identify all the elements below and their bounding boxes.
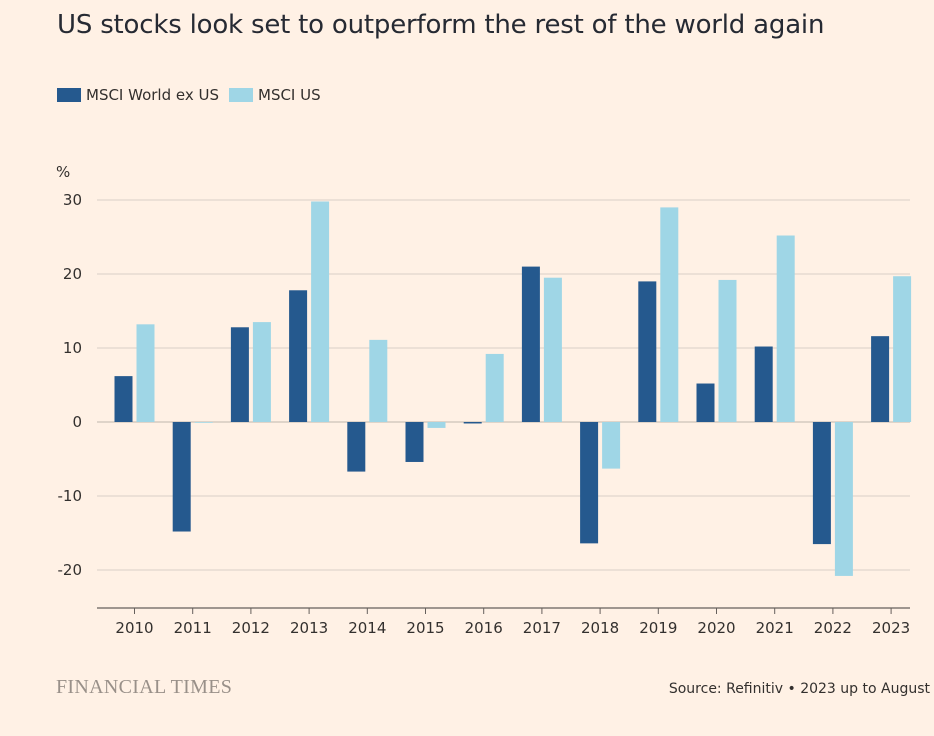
- y-tick-label: 10: [63, 339, 82, 357]
- y-tick-label: 30: [63, 191, 82, 209]
- x-tick-label: 2017: [523, 619, 561, 637]
- chart-title: US stocks look set to outperform the res…: [57, 10, 825, 40]
- x-tick-label: 2015: [406, 619, 444, 637]
- ft-logo: FINANCIAL TIMES: [56, 676, 233, 698]
- x-tick-label: 2022: [814, 619, 852, 637]
- bar-world-2016: [463, 422, 482, 424]
- bar-us-2011: [194, 422, 213, 423]
- bar-world-2023: [871, 336, 890, 422]
- bar-world-2015: [405, 422, 424, 462]
- bar-us-2015: [427, 422, 446, 428]
- bar-us-2013: [311, 201, 330, 422]
- bar-world-2013: [289, 290, 308, 422]
- x-tick-label: 2016: [465, 619, 503, 637]
- bar-us-2022: [834, 422, 853, 576]
- bar-us-2018: [602, 422, 621, 469]
- x-tick-label: 2010: [115, 619, 153, 637]
- bar-us-2019: [660, 207, 679, 422]
- bar-world-2017: [521, 266, 540, 422]
- bar-world-2022: [812, 422, 831, 545]
- bar-us-2023: [893, 276, 912, 422]
- bar-world-2010: [114, 376, 133, 422]
- y-axis-label: %: [56, 163, 70, 181]
- x-tick-label: 2012: [232, 619, 270, 637]
- bar-world-2014: [347, 422, 366, 472]
- bar-world-2011: [172, 422, 191, 532]
- bars: [114, 201, 912, 576]
- bar-world-2021: [754, 346, 773, 422]
- bar-us-2021: [776, 235, 795, 422]
- bar-world-2018: [580, 422, 599, 544]
- x-tick-label: 2014: [348, 619, 386, 637]
- x-tick-label: 2021: [756, 619, 794, 637]
- bar-us-2012: [252, 322, 271, 422]
- x-tick-label: 2019: [639, 619, 677, 637]
- bar-us-2016: [485, 353, 504, 422]
- x-tick-label: 2020: [697, 619, 735, 637]
- legend-item-us: MSCI US: [229, 86, 321, 104]
- x-tick-label: 2018: [581, 619, 619, 637]
- bar-world-2019: [638, 281, 657, 422]
- y-tick-label: -10: [58, 487, 83, 505]
- legend-swatch-world: [57, 88, 81, 102]
- legend-label-world: MSCI World ex US: [86, 86, 219, 104]
- bar-us-2017: [543, 277, 562, 422]
- legend: MSCI World ex US MSCI US: [57, 86, 331, 104]
- bar-us-2010: [136, 324, 155, 422]
- legend-label-us: MSCI US: [258, 86, 321, 104]
- legend-item-world: MSCI World ex US: [57, 86, 219, 104]
- y-tick-label: 0: [72, 413, 82, 431]
- source-note: Source: Refinitiv • 2023 up to August: [668, 681, 930, 697]
- bar-world-2012: [230, 327, 249, 422]
- x-tick-label: 2023: [872, 619, 910, 637]
- y-tick-label: 20: [63, 265, 82, 283]
- y-tick-label: -20: [58, 561, 83, 579]
- bar-us-2014: [369, 339, 388, 422]
- legend-swatch-us: [229, 88, 253, 102]
- x-axis: 2010 2011 2012 2013 2014 2015 2016 2017 2018 2019…: [97, 607, 910, 637]
- x-tick-label: 2011: [174, 619, 212, 637]
- bar-us-2020: [718, 279, 737, 422]
- x-tick-label: 2013: [290, 619, 328, 637]
- bar-world-2020: [696, 383, 715, 422]
